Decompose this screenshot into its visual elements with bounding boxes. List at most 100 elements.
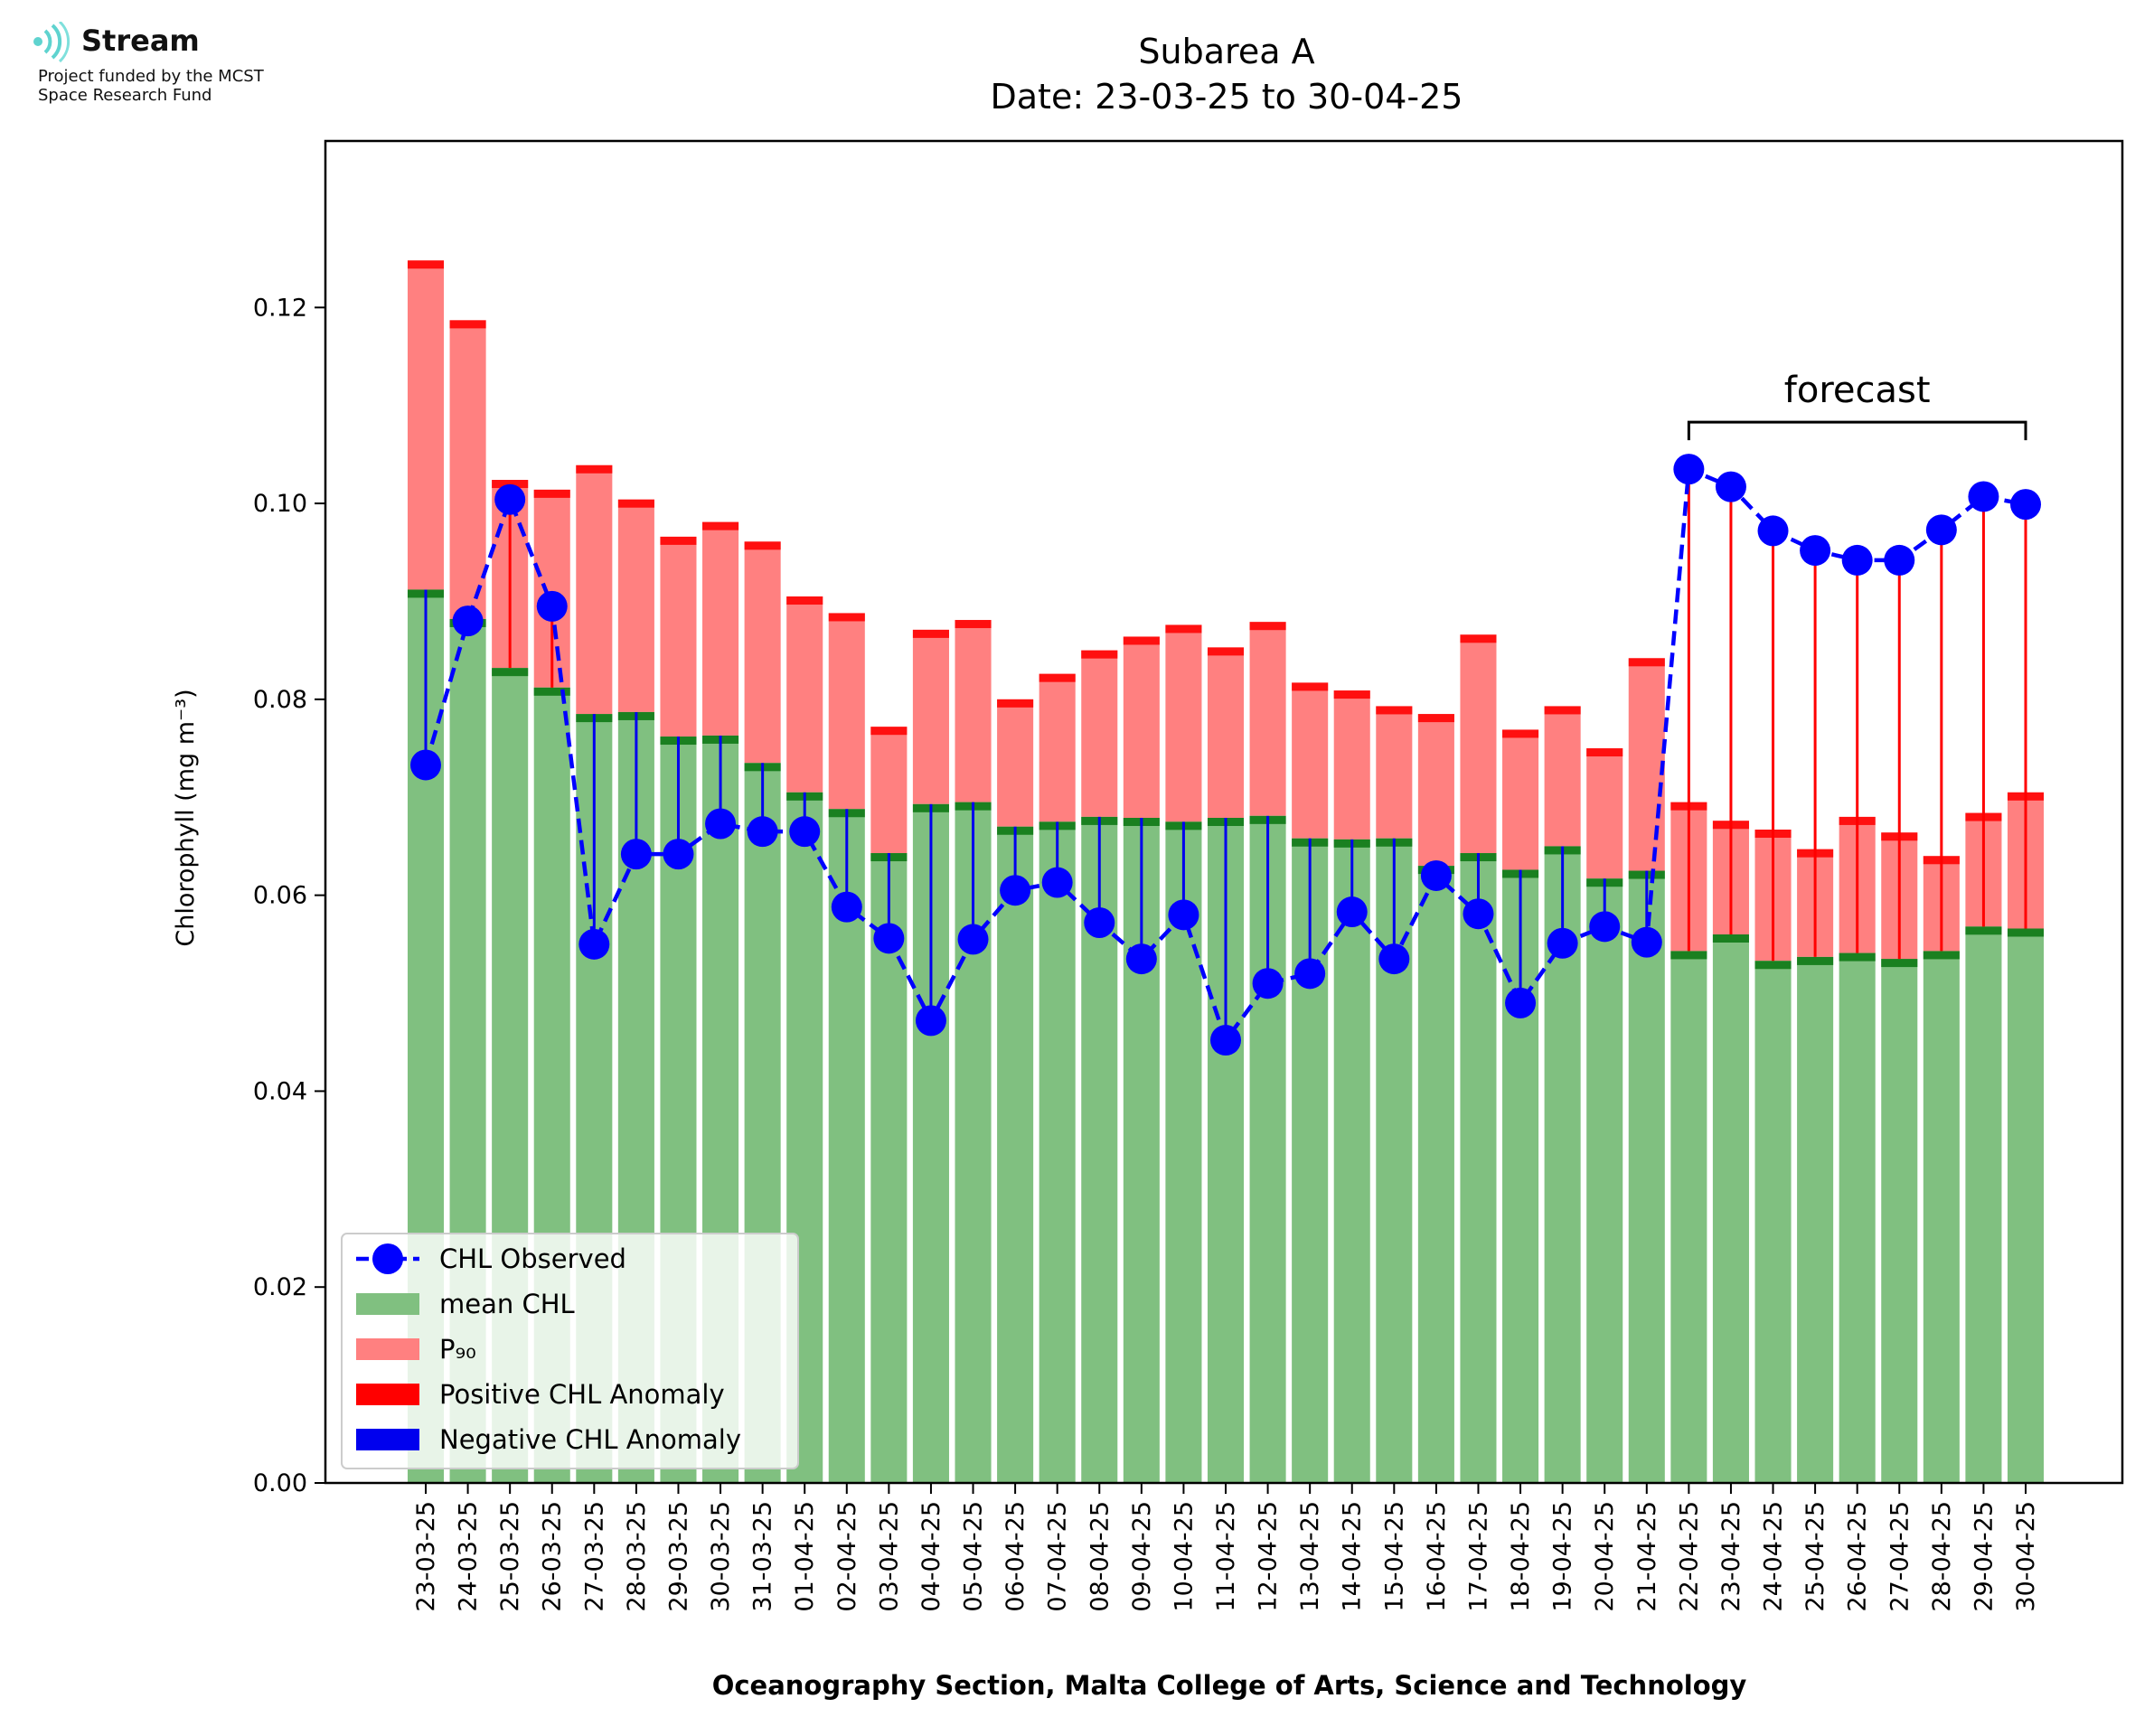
p90-cap bbox=[912, 629, 949, 638]
p90-bar bbox=[786, 596, 823, 793]
observed-point bbox=[1673, 454, 1705, 485]
p90-cap bbox=[702, 521, 739, 530]
x-tick-label: 12-04-25 bbox=[1255, 1501, 1283, 1612]
x-tick-label: 29-03-25 bbox=[664, 1501, 692, 1612]
legend-box bbox=[341, 1233, 799, 1469]
x-tick-label: 03-04-25 bbox=[875, 1501, 903, 1612]
observed-point bbox=[1925, 514, 1957, 546]
y-tick-label: 0.06 bbox=[253, 882, 307, 910]
funding-text: Project funded by the MCST Space Researc… bbox=[38, 67, 264, 105]
p90-bar bbox=[702, 521, 739, 736]
p90-cap bbox=[1628, 658, 1665, 667]
observed-point bbox=[1084, 906, 1115, 938]
mean-bar bbox=[1839, 952, 1876, 1483]
x-tick-label: 23-03-25 bbox=[412, 1501, 440, 1612]
mean-bar bbox=[1923, 951, 1960, 1483]
stream-waves-icon bbox=[33, 22, 71, 63]
mean-bar bbox=[1965, 926, 2002, 1483]
observed-point bbox=[620, 839, 652, 870]
p90-cap bbox=[1081, 650, 1118, 659]
x-tick-label: 30-03-25 bbox=[707, 1501, 735, 1612]
funding-line-1: Project funded by the MCST bbox=[38, 67, 264, 86]
observed-point bbox=[1547, 927, 1578, 959]
p90-bar bbox=[1249, 622, 1286, 816]
p90-bar bbox=[828, 613, 865, 810]
p90-cap bbox=[1165, 624, 1202, 633]
p90-bar bbox=[1207, 647, 1245, 819]
x-tick-label: 24-03-25 bbox=[455, 1501, 483, 1612]
p90-cap bbox=[828, 613, 865, 622]
x-tick-label: 30-04-25 bbox=[2012, 1501, 2040, 1612]
x-tick-label: 01-04-25 bbox=[791, 1501, 819, 1612]
p90-bar bbox=[1628, 658, 1665, 871]
observed-point bbox=[915, 1005, 946, 1037]
observed-point bbox=[1757, 515, 1789, 547]
p90-bar bbox=[1081, 650, 1118, 817]
x-tick-label: 13-04-25 bbox=[1296, 1501, 1324, 1612]
observed-point bbox=[1463, 898, 1494, 930]
observed-point bbox=[1294, 958, 1326, 990]
observed-point bbox=[536, 590, 568, 622]
mean-bar bbox=[1754, 961, 1792, 1483]
y-tick-label: 0.00 bbox=[253, 1469, 307, 1497]
p90-bar bbox=[912, 629, 949, 804]
x-tick-label: 04-04-25 bbox=[917, 1501, 945, 1612]
legend-label: CHL Observed bbox=[439, 1243, 626, 1274]
p90-bar bbox=[407, 260, 445, 590]
observed-point bbox=[494, 483, 526, 515]
legend: CHL Observed mean CHL P₉₀ Positive CHL Anom… bbox=[341, 1233, 799, 1469]
observed-point bbox=[1210, 1025, 1241, 1056]
p90-cap bbox=[870, 727, 908, 736]
mean-cap bbox=[533, 687, 570, 696]
p90-bar bbox=[1165, 624, 1202, 822]
mean-bar bbox=[1670, 951, 1707, 1483]
mean-cap bbox=[1923, 951, 1960, 960]
observed-point bbox=[578, 928, 610, 960]
logo-brand: Stream bbox=[81, 23, 200, 58]
legend-label: P₉₀ bbox=[439, 1334, 476, 1365]
x-tick-label: 27-04-25 bbox=[1886, 1501, 1914, 1612]
mean-cap bbox=[1712, 934, 1749, 943]
p90-bar bbox=[1544, 706, 1581, 847]
y-tick-label: 0.10 bbox=[253, 490, 307, 518]
p90-cap bbox=[786, 596, 823, 605]
observed-point bbox=[1420, 859, 1452, 891]
p90-bar bbox=[997, 699, 1034, 827]
p90-cap bbox=[576, 464, 613, 474]
legend-swatch bbox=[356, 1338, 419, 1360]
p90-bar bbox=[1039, 673, 1076, 822]
x-tick-label: 14-04-25 bbox=[1339, 1501, 1367, 1612]
x-tick-label: 23-04-25 bbox=[1717, 1501, 1745, 1612]
p90-cap bbox=[1502, 729, 1539, 738]
p90-bar bbox=[1502, 729, 1539, 870]
x-tick-label: 09-04-25 bbox=[1128, 1501, 1156, 1612]
p90-cap bbox=[955, 620, 992, 629]
p90-cap bbox=[1417, 714, 1454, 723]
observed-point bbox=[1378, 943, 1410, 975]
mean-cap bbox=[1881, 959, 1918, 968]
p90-bar bbox=[576, 464, 613, 715]
p90-cap bbox=[1123, 636, 1160, 645]
mean-bar bbox=[1165, 821, 1202, 1483]
observed-point bbox=[2010, 489, 2041, 521]
x-axis-label: Oceanography Section, Malta College of A… bbox=[712, 1670, 1747, 1701]
observed-point bbox=[747, 816, 778, 848]
mean-bar bbox=[1881, 959, 1918, 1483]
p90-cap bbox=[1207, 647, 1245, 656]
observed-point bbox=[1800, 535, 1831, 567]
observed-point bbox=[1168, 899, 1199, 931]
p90-bar bbox=[617, 499, 654, 712]
mean-cap bbox=[1965, 926, 2002, 935]
mean-bar bbox=[1797, 956, 1834, 1483]
y-tick-label: 0.02 bbox=[253, 1273, 307, 1301]
mean-bar bbox=[2007, 928, 2045, 1483]
y-axis-label: Chlorophyll (mg m⁻³) bbox=[172, 689, 200, 946]
legend-swatch bbox=[356, 1293, 419, 1315]
observed-point bbox=[789, 816, 821, 848]
p90-bar bbox=[1292, 682, 1329, 839]
p90-cap bbox=[744, 541, 781, 550]
observed-point bbox=[1715, 471, 1746, 502]
p90-cap bbox=[1249, 622, 1286, 631]
p90-cap bbox=[1586, 748, 1623, 757]
observed-point bbox=[663, 839, 694, 870]
